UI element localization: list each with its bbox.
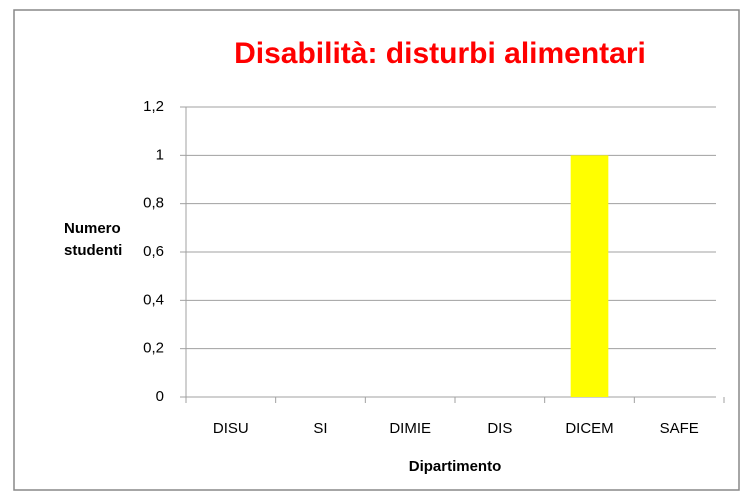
- x-tick-label: DIS: [487, 420, 512, 437]
- x-tick-label: DICEM: [565, 420, 613, 437]
- x-tick-label: SAFE: [660, 420, 699, 437]
- y-axis-title: Numero studenti: [64, 220, 123, 259]
- x-axis-title: Dipartimento: [409, 458, 502, 475]
- y-tick-label: 1,2: [143, 98, 164, 115]
- y-tick-label: 0,4: [143, 291, 164, 308]
- chart-title: Disabilità: disturbi alimentari: [234, 37, 646, 70]
- x-tick-label: SI: [313, 420, 327, 437]
- y-tick-label: 1: [156, 146, 164, 163]
- y-tick-label: 0: [156, 388, 164, 405]
- x-tick-label: DISU: [213, 420, 249, 437]
- chart-frame: [13, 9, 740, 491]
- y-tick-label: 0,6: [143, 243, 164, 260]
- x-tick-label: DIMIE: [389, 420, 431, 437]
- bar: [570, 155, 609, 397]
- y-tick-label: 0,8: [143, 195, 164, 212]
- y-tick-label: 0,2: [143, 340, 164, 357]
